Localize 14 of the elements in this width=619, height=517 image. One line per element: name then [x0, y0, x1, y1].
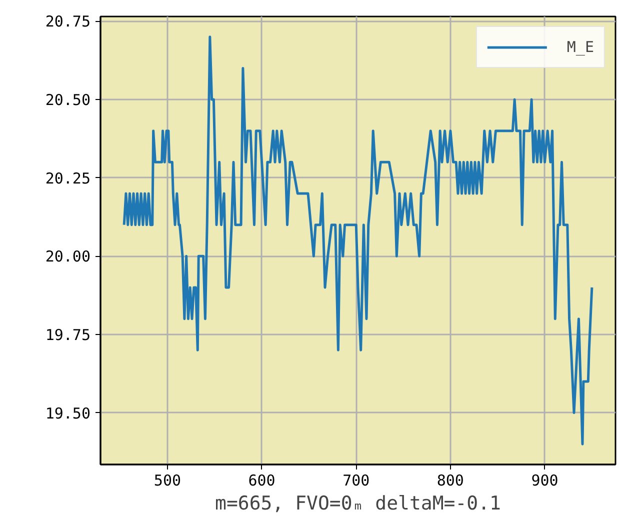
legend-label: M_E — [566, 38, 594, 56]
x-axis-title: m=665, FVO=0ₘ deltaM=-0.1 — [215, 492, 501, 514]
line-series — [122, 36, 594, 446]
y-tick-label: 20.00 — [45, 248, 90, 266]
x-tick-label: 500 — [154, 472, 182, 490]
x-tick-label: 900 — [531, 472, 558, 490]
y-tick-label: 19.75 — [45, 326, 90, 344]
x-tick-label: 700 — [342, 472, 370, 490]
x-tick-label: 600 — [248, 472, 276, 490]
y-tick-label: 19.50 — [45, 404, 90, 422]
y-tick-label: 20.75 — [45, 12, 90, 31]
y-tick-label: 20.25 — [45, 169, 90, 188]
y-tick-label: 20.50 — [45, 91, 90, 110]
x-tick-label: 800 — [436, 472, 464, 490]
